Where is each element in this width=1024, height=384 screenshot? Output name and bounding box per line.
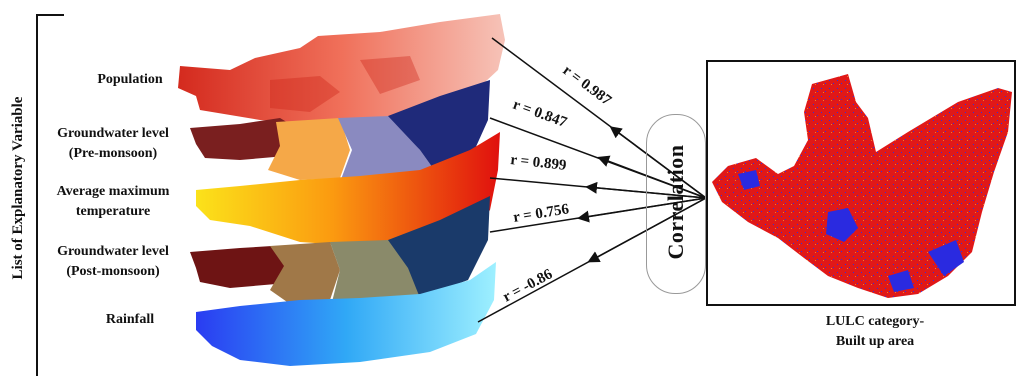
r-value-rainfall: r = -0.86 (500, 266, 555, 306)
label-temperature: Average maximum temperature (56, 184, 170, 219)
correlation-label: Correlation (663, 144, 688, 260)
gw-post-map-olive (330, 240, 420, 302)
arrow-gw-pre-head (597, 155, 707, 199)
arrow-population-head (609, 126, 707, 199)
label-gw-pre: Groundwater level (Pre-monsoon) (57, 126, 169, 161)
lulc-map-blue-2 (928, 240, 964, 276)
gw-post-map-brown (270, 242, 340, 304)
map-caption-line-1: LULC category- (825, 314, 925, 329)
map-caption: LULC category- Built up area (790, 312, 960, 352)
arrow-temperature-head (585, 181, 707, 199)
lulc-map-blue-4 (888, 270, 914, 292)
population-map-layer (178, 14, 505, 124)
gw-pre-map-lavender (338, 116, 440, 182)
label-population: Population (97, 72, 163, 87)
correlation-pill (646, 114, 706, 294)
gw-post-map-navy (388, 196, 490, 298)
label-gw-post: Groundwater level (Post-monsoon) (57, 244, 169, 279)
temperature-map-layer (196, 132, 500, 246)
lulc-map-blue-1 (826, 208, 858, 242)
gw-pre-map-orange (268, 118, 350, 180)
map-caption-line-2: Built up area (835, 334, 915, 349)
label-rainfall: Rainfall (105, 312, 155, 327)
arrow-gw-post-head (577, 197, 707, 223)
lulc-map (712, 74, 1012, 298)
r-value-population: r = 0.987 (560, 62, 615, 109)
lulc-map-region (712, 74, 1012, 298)
lulc-map-blue-3 (738, 170, 760, 190)
gw-pre-map-dark (190, 118, 300, 160)
rainfall-map-layer (196, 262, 496, 366)
arrow-rainfall-head (587, 197, 707, 263)
gw-post-map-dark (190, 246, 290, 288)
variable-list-bracket (36, 14, 64, 376)
r-value-gw-post: r = 0.756 (512, 201, 570, 226)
population-map-shade (270, 56, 420, 112)
r-value-gw-pre: r = 0.847 (511, 97, 570, 131)
r-value-temperature: r = 0.899 (510, 152, 568, 174)
lulc-map-frame (706, 60, 1016, 306)
